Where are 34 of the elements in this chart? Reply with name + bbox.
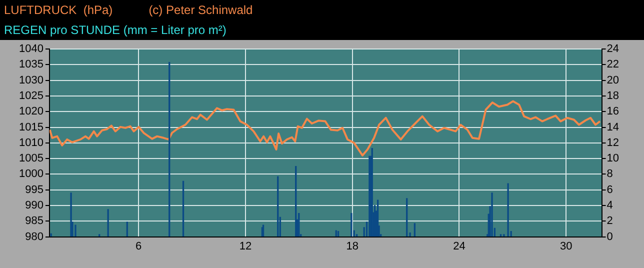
y-tick-label: 990 — [25, 200, 44, 212]
y-tick-label: 1020 — [18, 106, 44, 118]
x-tick-label: 24 — [453, 240, 466, 252]
y-tick-label: 1005 — [18, 152, 44, 165]
y-tick-label: 1000 — [18, 168, 44, 180]
text: (c) Peter Schinwald — [148, 3, 253, 17]
y2-tick-label: 8 — [606, 168, 613, 180]
x-tick-label: 18 — [346, 240, 358, 252]
x-tick-label: 6 — [135, 240, 142, 252]
y2-tick-label: 6 — [606, 184, 613, 196]
chart-title: LUFTDRUCK (hPa) — [4, 3, 113, 17]
x-tick-label: 12 — [239, 240, 252, 252]
y-tick-label: 1040 — [18, 43, 44, 56]
y2-tick-label: 2 — [606, 215, 613, 228]
y2-tick-label: 18 — [606, 90, 620, 102]
y2-tick-label: 0 — [606, 230, 613, 243]
y-tick-label: 995 — [25, 184, 44, 196]
y2-tick-label: 16 — [606, 106, 620, 118]
y2-tick-label: 4 — [606, 200, 613, 212]
y-tick-label: 1010 — [18, 136, 44, 149]
y-tick-label: 1025 — [18, 90, 44, 102]
y-tick-label: 980 — [25, 230, 44, 243]
y-tick-label: 1030 — [18, 74, 44, 86]
y2-tick-label: 20 — [606, 74, 620, 86]
y-tick-label: 1035 — [18, 58, 44, 71]
x-tick-label: 30 — [560, 240, 572, 252]
y2-tick-label: 24 — [606, 43, 620, 56]
y-tick-label: 1015 — [18, 121, 44, 134]
y2-tick-label: 12 — [606, 136, 620, 149]
y-tick-label: 985 — [25, 215, 44, 228]
chart-subtitle: REGEN pro STUNDE (mm = Liter pro m²) — [4, 23, 226, 37]
y2-tick-label: 22 — [606, 58, 620, 71]
y2-tick-label: 14 — [606, 121, 620, 134]
y2-tick-label: 10 — [606, 152, 620, 165]
